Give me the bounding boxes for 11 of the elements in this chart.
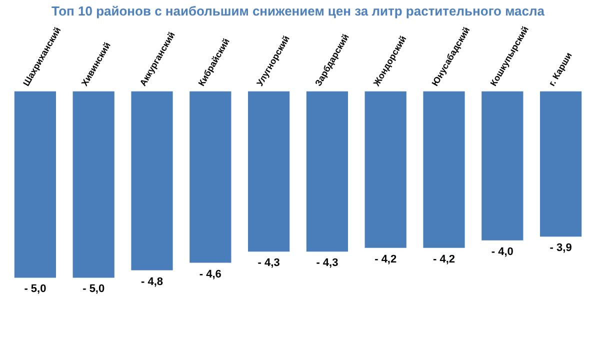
data-label: - 4,0 [491, 246, 514, 258]
data-label: - 4,3 [316, 257, 338, 270]
data-label: - 4,6 [199, 268, 222, 280]
data-label: - 3,9 [550, 242, 572, 254]
data-label: - 5,0 [82, 283, 105, 296]
data-label: - 4,3 [258, 257, 280, 270]
data-label: - 5,0 [24, 283, 46, 296]
data-label: - 4,2 [374, 253, 397, 266]
data-label: - 4,8 [140, 276, 164, 288]
chart-title: Топ 10 районов с наибольшим снижением цен за литр растительного масла [51, 3, 546, 18]
data-label: - 4,2 [432, 253, 456, 266]
